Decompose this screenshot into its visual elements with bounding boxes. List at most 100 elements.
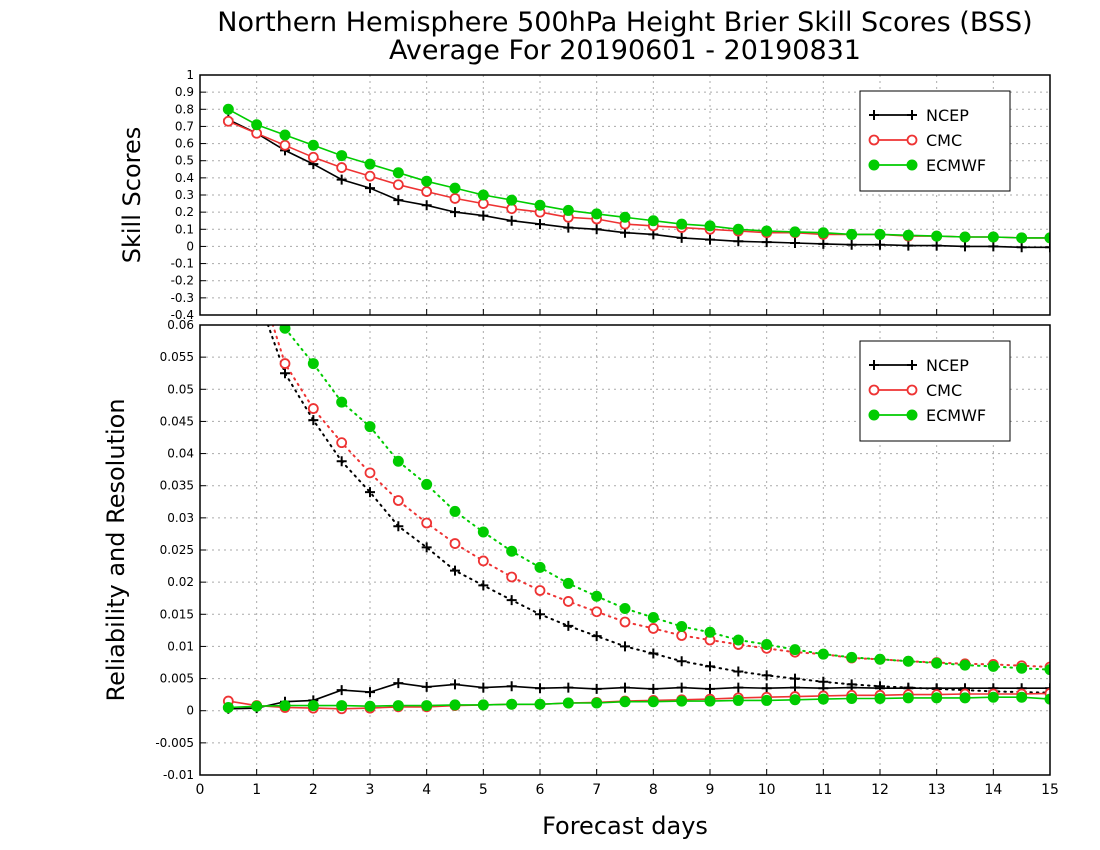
data-point-ncep — [733, 236, 744, 247]
data-point-ncep — [591, 631, 602, 642]
data-point-ecmwf — [931, 657, 943, 669]
data-point-cmc — [591, 606, 603, 618]
data-point-ecmwf — [506, 698, 518, 710]
data-point-ecmwf — [704, 626, 716, 638]
data-point-ncep — [336, 685, 347, 696]
data-point-ecmwf — [789, 226, 801, 238]
data-point-ecmwf — [307, 358, 319, 370]
skill-score-y-tick-label: 0 — [186, 239, 194, 253]
data-point-ecmwf — [307, 700, 319, 712]
data-point-ncep — [705, 661, 715, 672]
data-point-ncep — [393, 678, 404, 689]
data-point-ecmwf — [647, 696, 659, 708]
data-point-ncep — [790, 682, 800, 693]
data-point-ncep — [280, 368, 290, 379]
data-point-ncep — [506, 595, 517, 606]
legend-marker — [868, 159, 880, 171]
legend-marker — [868, 134, 880, 146]
data-point-ecmwf — [222, 702, 234, 713]
data-point-ecmwf — [874, 693, 886, 704]
data-point-cmc — [279, 139, 291, 151]
data-point-ecmwf — [421, 478, 433, 490]
data-point-ncep — [620, 682, 630, 693]
series-ecmwf-reliability — [222, 691, 1050, 713]
data-point-ecmwf — [817, 693, 829, 705]
data-point-ecmwf — [364, 700, 376, 712]
data-point-ecmwf — [732, 634, 744, 646]
data-point-ncep — [393, 195, 404, 206]
data-point-ecmwf — [761, 694, 773, 706]
skill-score-y-tick-label: -0.3 — [171, 291, 194, 305]
data-point-ecmwf — [1044, 232, 1050, 244]
x-tick-label: 5 — [479, 782, 488, 798]
data-point-ecmwf — [506, 545, 518, 557]
series-ecmwf — [222, 103, 1050, 244]
data-point-ecmwf — [506, 194, 518, 206]
data-point-ncep — [535, 683, 545, 694]
data-point-ncep — [365, 183, 375, 194]
x-tick-label: 0 — [196, 782, 205, 798]
data-point-ecmwf — [676, 218, 688, 230]
data-point-ncep — [478, 580, 489, 591]
data-point-cmc — [307, 403, 319, 414]
x-tick-label: 11 — [814, 782, 832, 798]
data-point-ecmwf — [449, 699, 461, 711]
data-point-cmc — [477, 555, 489, 567]
data-point-ncep — [676, 682, 687, 693]
data-point-ecmwf — [591, 697, 603, 709]
reliability-y-ticks: -0.01 -0.005 0 0.005 0.01 0.015 0.02 0.025 0.03 0… — [155, 318, 206, 782]
skill-score-y-tick-label: 0.6 — [175, 137, 194, 151]
data-point-ecmwf — [392, 700, 404, 712]
data-point-ecmwf — [279, 325, 291, 334]
data-point-cmc — [562, 596, 574, 607]
data-point-ecmwf — [874, 653, 886, 665]
data-point-ecmwf — [223, 179, 233, 189]
data-point-ncep — [1016, 242, 1027, 253]
legend-marker — [869, 360, 879, 370]
reliability-y-tick-label: 0.015 — [160, 607, 194, 621]
reliability-y-tick-label: 0.05 — [167, 382, 194, 396]
data-point-ecmwf — [1016, 232, 1028, 244]
data-point-ecmwf — [619, 603, 631, 614]
data-point-cmc — [336, 162, 348, 173]
x-tick-label: 6 — [536, 782, 545, 798]
series-ecmwf-resolution — [223, 179, 1050, 676]
data-point-ncep — [563, 222, 574, 233]
legend-label: NCEP — [926, 106, 969, 125]
data-point-cmc — [647, 623, 659, 634]
legend-marker — [906, 159, 918, 171]
reliability-y-tick-label: 0.035 — [160, 479, 194, 493]
data-point-cmc — [506, 571, 518, 583]
reliability-y-tick-label: 0.01 — [167, 639, 194, 653]
series-line-ncep — [227, 682, 1050, 710]
legend-marker — [869, 110, 879, 120]
x-tick-label: 1 — [252, 782, 261, 798]
reliability-y-tick-label: 0.03 — [167, 511, 194, 525]
data-point-ecmwf — [676, 621, 688, 632]
data-point-ncep — [875, 239, 885, 250]
data-point-ncep — [676, 656, 687, 667]
data-point-ecmwf — [562, 697, 574, 709]
data-point-ecmwf — [676, 695, 688, 707]
data-point-ncep — [818, 238, 829, 249]
data-point-ecmwf — [846, 651, 858, 663]
data-point-ecmwf — [987, 231, 999, 243]
legend-box — [859, 90, 1011, 192]
x-tick-label: 10 — [758, 782, 776, 798]
skill-score-y-axis-label: Skill Scores — [118, 127, 146, 264]
data-point-ecmwf — [336, 700, 348, 712]
data-point-ecmwf — [931, 692, 943, 704]
reliability-series — [222, 179, 1050, 715]
data-point-ecmwf — [534, 698, 546, 710]
data-point-ecmwf — [449, 505, 461, 517]
skill-score-y-tick-label: 0.5 — [175, 154, 194, 168]
reliability-y-tick-label: 0.02 — [167, 575, 194, 589]
data-point-ncep — [761, 683, 772, 694]
data-point-ecmwf — [279, 700, 291, 712]
data-point-ncep — [308, 415, 319, 426]
data-point-ecmwf — [279, 129, 291, 141]
data-point-ecmwf — [902, 229, 914, 241]
data-point-ecmwf — [987, 660, 999, 672]
data-point-ncep — [450, 565, 460, 576]
